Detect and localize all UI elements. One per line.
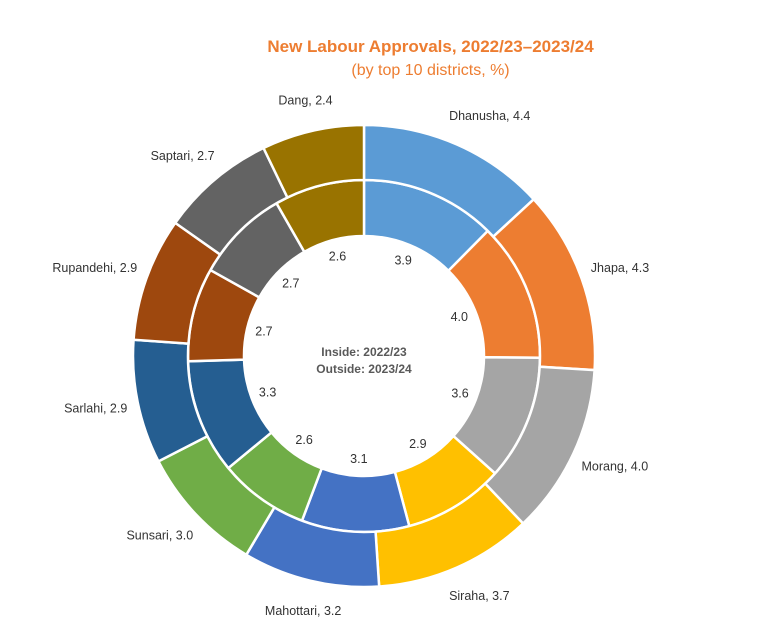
inside-label-saptari: 2.7 [282, 277, 299, 291]
outside-label-sarlahi: Sarlahi, 2.9 [64, 401, 127, 415]
center-label-outside: Outside: 2023/24 [316, 362, 412, 376]
inside-label-sarlahi: 3.3 [259, 385, 276, 399]
inside-label-siraha: 2.9 [409, 437, 426, 451]
inside-label-dhanusha: 3.9 [394, 254, 411, 268]
inside-label-dang: 2.6 [329, 249, 346, 263]
inside-label-sunsari: 2.6 [295, 433, 312, 447]
outside-label-morang: Morang, 4.0 [581, 460, 648, 474]
outside-label-jhapa: Jhapa, 4.3 [591, 261, 649, 275]
outside-label-siraha: Siraha, 3.7 [449, 589, 510, 603]
outside-label-rupandehi: Rupandehi, 2.9 [52, 261, 137, 275]
chart-subtitle: (by top 10 districts, %) [351, 62, 510, 79]
outside-slice-dang [261, 123, 366, 200]
outside-label-dhanusha: Dhanusha, 4.4 [449, 109, 530, 123]
inside-label-jhapa: 4.0 [451, 310, 468, 324]
outside-label-mahottari: Mahottari, 3.2 [265, 604, 341, 618]
inside-label-morang: 3.6 [451, 386, 468, 400]
outside-label-sunsari: Sunsari, 3.0 [126, 529, 193, 543]
center-label-inside: Inside: 2022/23 [321, 345, 407, 359]
outside-label-saptari: Saptari, 2.7 [151, 149, 215, 163]
inside-label-rupandehi: 2.7 [255, 325, 272, 339]
inside-label-mahottari: 3.1 [350, 452, 367, 466]
outside-label-dang: Dang, 2.4 [278, 94, 332, 108]
chart-title: New Labour Approvals, 2022/23–2023/24 [267, 37, 594, 56]
